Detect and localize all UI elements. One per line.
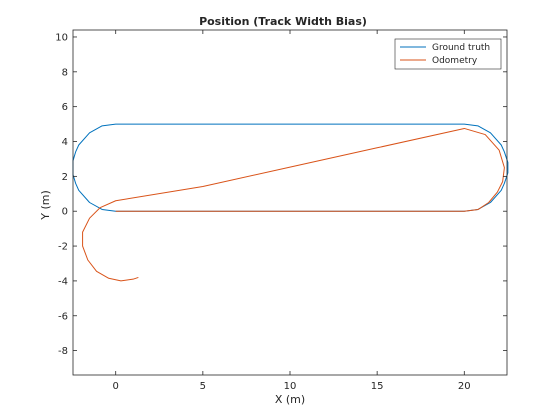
x-axis-ticks: 0 5 10 15 20 — [113, 30, 471, 392]
legend-label-ground-truth: Ground truth — [432, 43, 490, 53]
y-tick-label: -2 — [58, 242, 68, 253]
y-tick-label: -4 — [58, 276, 68, 287]
y-tick-label: 2 — [62, 172, 68, 183]
axes-background — [73, 30, 507, 375]
x-tick-label: 15 — [371, 381, 384, 392]
legend-box — [394, 38, 502, 70]
y-tick-label: 0 — [62, 207, 68, 218]
y-tick-label: 4 — [62, 137, 68, 148]
legend: Ground truth Odometry — [394, 38, 502, 70]
chart-title: Position (Track Width Bias) — [199, 15, 367, 28]
plot-area: 0 5 10 15 20 -8 -6 -4 -2 0 2 4 6 8 10 — [55, 29, 509, 392]
y-tick-label: 8 — [62, 67, 68, 78]
x-tick-label: 0 — [113, 381, 119, 392]
x-tick-label: 10 — [284, 381, 297, 392]
y-tick-label: -8 — [58, 346, 68, 357]
x-axis-label: X (m) — [275, 393, 305, 406]
legend-label-odometry: Odometry — [432, 56, 478, 66]
y-axis-ticks: -8 -6 -4 -2 0 2 4 6 8 10 — [55, 32, 507, 357]
y-tick-label: 10 — [55, 32, 68, 43]
y-axis-label: Y (m) — [39, 190, 52, 221]
x-tick-label: 5 — [200, 381, 206, 392]
y-tick-label: -6 — [58, 311, 68, 322]
x-tick-label: 20 — [458, 381, 471, 392]
y-tick-label: 6 — [62, 102, 68, 113]
series-line-odometry — [82, 127, 505, 282]
